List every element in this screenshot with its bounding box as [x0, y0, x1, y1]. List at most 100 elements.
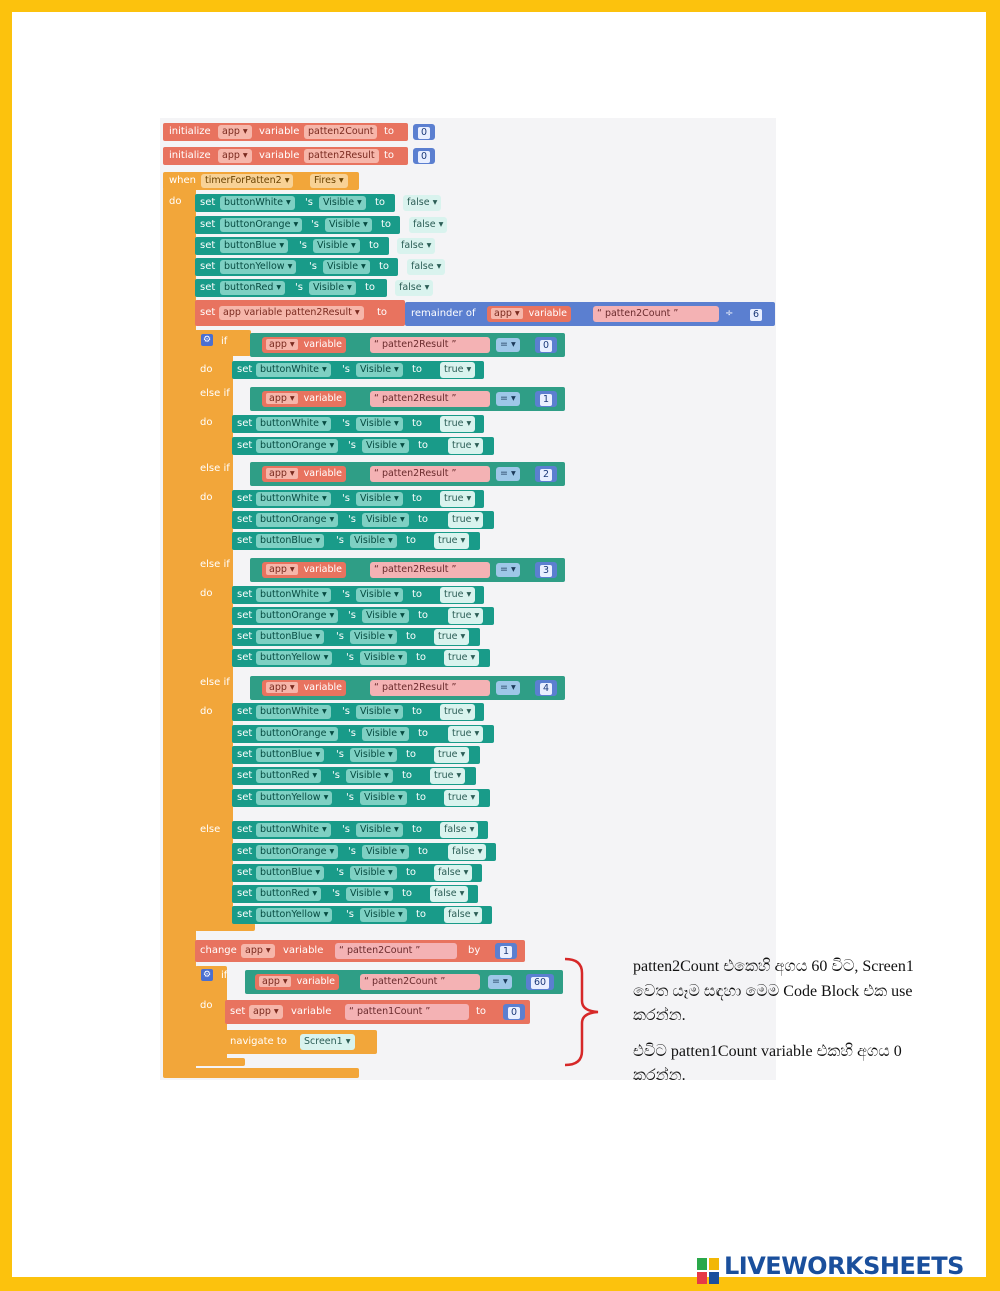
dropdown-field[interactable]: Visible ▾ — [362, 439, 409, 453]
scope-dropdown[interactable]: app ▾ — [266, 564, 298, 575]
value-dropdown[interactable]: Screen1 ▾ — [300, 1034, 355, 1050]
variable-getter[interactable]: app ▾ variable — [262, 337, 346, 353]
number-block[interactable]: 2 — [535, 466, 558, 482]
mutator-gear-icon-60[interactable]: ⚙ — [201, 969, 213, 981]
number-value[interactable]: 3 — [540, 565, 553, 577]
dropdown-field[interactable]: buttonWhite ▾ — [256, 492, 331, 506]
dropdown-field[interactable]: Visible ▾ — [362, 609, 409, 623]
dropdown-field[interactable]: Visible ▾ — [362, 513, 409, 527]
value-dropdown[interactable]: true ▾ — [440, 491, 476, 507]
compare-operator-dropdown[interactable]: = ▾ — [496, 392, 520, 406]
dropdown-field[interactable]: buttonRed ▾ — [256, 769, 322, 783]
number-value[interactable]: 0 — [508, 1007, 521, 1019]
value-dropdown[interactable]: true ▾ — [440, 587, 476, 603]
if-block-2[interactable]: app ▾ variable “ patten2Result ” = ▾ 2 — [250, 462, 565, 486]
value-dropdown[interactable]: true ▾ — [440, 416, 476, 432]
scope-dropdown[interactable]: app ▾ — [259, 976, 291, 987]
dropdown-field[interactable]: Visible ▾ — [325, 218, 372, 232]
name-field[interactable]: patten2Count — [304, 125, 378, 139]
string-block[interactable]: “ patten2Result ” — [370, 391, 490, 407]
value-dropdown[interactable]: true ▾ — [444, 790, 480, 806]
set-white-true-5[interactable]: set buttonWhite ▾ 's Visible ▾ to true ▾ — [232, 703, 484, 721]
dropdown-field[interactable]: Visible ▾ — [360, 908, 407, 922]
number-block[interactable]: 3 — [535, 562, 558, 578]
dropdown-field[interactable]: Fires ▾ — [310, 174, 348, 188]
string-block[interactable]: “ patten2Count ” — [335, 943, 457, 959]
set-orange-true-5[interactable]: set buttonOrange ▾ 's Visible ▾ to true ▾ — [232, 725, 494, 743]
if-block-0[interactable]: app ▾ variable “ patten2Result ” = ▾ 0 — [250, 333, 565, 357]
set-blue-true-5[interactable]: set buttonBlue ▾ 's Visible ▾ to true ▾ — [232, 746, 480, 764]
set-white-true-1[interactable]: set buttonWhite ▾ 's Visible ▾ to true ▾ — [232, 361, 484, 379]
dropdown-field[interactable]: Visible ▾ — [362, 727, 409, 741]
dropdown-field[interactable]: Visible ▾ — [309, 281, 356, 295]
number-value[interactable]: 4 — [540, 683, 553, 695]
dropdown-field[interactable]: buttonYellow ▾ — [220, 260, 297, 274]
number-block[interactable]: 4 — [535, 680, 558, 696]
init-patten2count-block[interactable]: initialize app ▾ variable patten2Count to 0 — [163, 123, 436, 141]
compare-operator-dropdown[interactable]: = ▾ — [496, 338, 520, 352]
number-block[interactable]: 0 — [413, 124, 436, 140]
dropdown-field[interactable]: Visible ▾ — [360, 651, 407, 665]
dropdown-field[interactable]: Visible ▾ — [356, 417, 403, 431]
set-patten1count-block[interactable]: set app ▾ variable “ patten1Count ” to 0 — [225, 1000, 530, 1024]
dropdown-field[interactable]: buttonWhite ▾ — [256, 823, 331, 837]
set-blue-true-3[interactable]: set buttonBlue ▾ 's Visible ▾ to true ▾ — [232, 532, 480, 550]
dropdown-field[interactable]: buttonYellow ▾ — [256, 791, 333, 805]
set-orange-false[interactable]: set buttonOrange ▾ 's Visible ▾ to false ▾ — [195, 216, 448, 234]
dropdown-field[interactable]: buttonWhite ▾ — [256, 705, 331, 719]
number-value[interactable]: 6 — [750, 309, 763, 321]
value-dropdown[interactable]: false ▾ — [434, 865, 473, 881]
dropdown-field[interactable]: Visible ▾ — [356, 705, 403, 719]
dropdown-field[interactable]: buttonRed ▾ — [256, 887, 322, 901]
variable-getter[interactable]: app ▾ variable — [262, 562, 346, 578]
set-orange-true-4[interactable]: set buttonOrange ▾ 's Visible ▾ to true ▾ — [232, 607, 494, 625]
value-dropdown[interactable]: false ▾ — [430, 886, 469, 902]
value-dropdown[interactable]: true ▾ — [434, 629, 470, 645]
dropdown-field[interactable]: Visible ▾ — [362, 845, 409, 859]
set-orange-false-else[interactable]: set buttonOrange ▾ 's Visible ▾ to false ▾ — [232, 843, 496, 861]
set-yellow-false[interactable]: set buttonYellow ▾ 's Visible ▾ to false ▾ — [195, 258, 446, 276]
number-block[interactable]: 0 — [503, 1004, 526, 1020]
number-value[interactable]: 0 — [418, 151, 431, 163]
navigate-screen1-block[interactable]: navigate to Screen1 ▾ — [225, 1030, 377, 1054]
set-yellow-true-4[interactable]: set buttonYellow ▾ 's Visible ▾ to true ▾ — [232, 649, 490, 667]
dropdown-field[interactable]: app ▾ — [218, 125, 252, 139]
set-white-true-4[interactable]: set buttonWhite ▾ 's Visible ▾ to true ▾ — [232, 586, 484, 604]
dropdown-field[interactable]: buttonYellow ▾ — [256, 908, 333, 922]
set-white-true-3[interactable]: set buttonWhite ▾ 's Visible ▾ to true ▾ — [232, 490, 484, 508]
dropdown-field[interactable]: buttonOrange ▾ — [256, 513, 339, 527]
set-white-false[interactable]: set buttonWhite ▾ 's Visible ▾ to false ▾ — [195, 194, 442, 212]
dropdown-field[interactable]: buttonBlue ▾ — [220, 239, 289, 253]
dropdown-field[interactable]: Visible ▾ — [346, 769, 393, 783]
value-dropdown[interactable]: false ▾ — [444, 907, 483, 923]
dropdown-field[interactable]: Visible ▾ — [319, 196, 366, 210]
value-dropdown[interactable]: false ▾ — [409, 217, 448, 233]
dropdown-field[interactable]: app ▾ — [249, 1005, 283, 1019]
dropdown-field[interactable]: buttonWhite ▾ — [256, 588, 331, 602]
number-block[interactable]: 60 — [526, 974, 555, 990]
variable-getter[interactable]: app ▾ variable — [262, 680, 346, 696]
value-dropdown[interactable]: true ▾ — [434, 533, 470, 549]
if-block-3[interactable]: app ▾ variable “ patten2Result ” = ▾ 3 — [250, 558, 565, 582]
dropdown-field[interactable]: timerForPatten2 ▾ — [201, 174, 294, 188]
dropdown-field[interactable]: buttonWhite ▾ — [220, 196, 295, 210]
value-dropdown[interactable]: true ▾ — [434, 747, 470, 763]
string-block[interactable]: “ patten2Result ” — [370, 337, 490, 353]
scope-dropdown[interactable]: app ▾ — [266, 339, 298, 350]
when-timer-fires-block[interactable]: when timerForPatten2 ▾ Fires ▾ — [163, 172, 359, 190]
change-patten2count-block[interactable]: change app ▾ variable “ patten2Count ” by 1 — [195, 940, 525, 962]
value-dropdown[interactable]: false ▾ — [397, 238, 436, 254]
number-value[interactable]: 2 — [540, 469, 553, 481]
if-block-1[interactable]: app ▾ variable “ patten2Result ” = ▾ 1 — [250, 387, 565, 411]
value-dropdown[interactable]: true ▾ — [448, 438, 484, 454]
value-dropdown[interactable]: false ▾ — [403, 195, 442, 211]
dropdown-field[interactable]: Visible ▾ — [350, 534, 397, 548]
dropdown-field[interactable]: buttonOrange ▾ — [256, 439, 339, 453]
dropdown-field[interactable]: buttonBlue ▾ — [256, 534, 325, 548]
scope-dropdown[interactable]: app ▾ — [266, 393, 298, 404]
dropdown-field[interactable]: Visible ▾ — [350, 630, 397, 644]
string-block[interactable]: “ patten2Count ” — [593, 306, 719, 322]
string-block[interactable]: “ patten1Count ” — [345, 1004, 469, 1020]
number-block[interactable]: 0 — [413, 148, 436, 164]
dropdown-field[interactable]: buttonOrange ▾ — [256, 845, 339, 859]
